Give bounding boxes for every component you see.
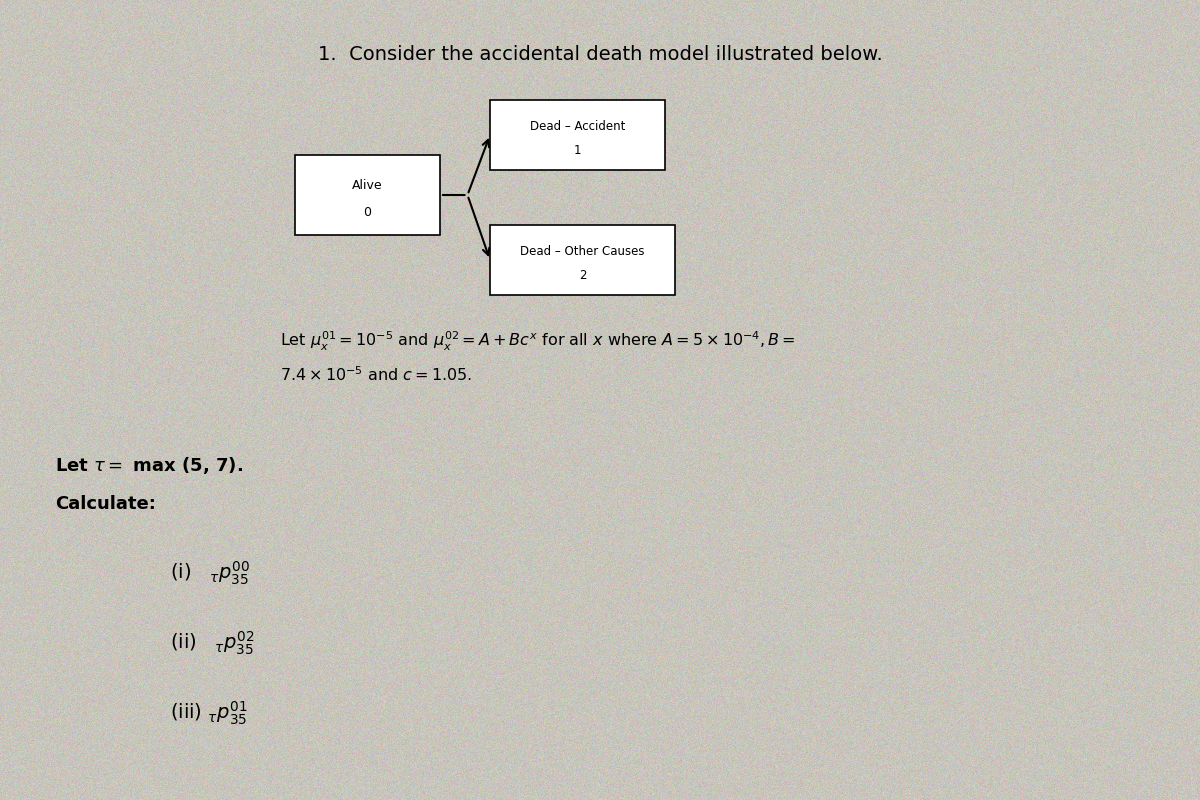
Text: 1: 1 — [574, 144, 581, 157]
Text: 0: 0 — [364, 206, 372, 219]
Text: Alive: Alive — [352, 179, 383, 192]
Bar — [295, 155, 440, 235]
Bar — [490, 100, 665, 170]
Text: 2: 2 — [578, 269, 587, 282]
Text: Calculate:: Calculate: — [55, 495, 156, 513]
Text: 1.  Consider the accidental death model illustrated below.: 1. Consider the accidental death model i… — [318, 45, 882, 64]
Text: (iii) $_{\tau}p_{35}^{01}$: (iii) $_{\tau}p_{35}^{01}$ — [170, 700, 248, 727]
Bar — [490, 225, 674, 295]
Text: Dead – Other Causes: Dead – Other Causes — [521, 245, 644, 258]
Text: Dead – Accident: Dead – Accident — [530, 120, 625, 133]
Text: Let $\mu_x^{01} = 10^{-5}$ and $\mu_x^{02} = A + Bc^x$ for all $x$ where $A = 5 : Let $\mu_x^{01} = 10^{-5}$ and $\mu_x^{0… — [280, 330, 796, 354]
Text: $7.4 \times 10^{-5}$ and $c = 1.05$.: $7.4 \times 10^{-5}$ and $c = 1.05$. — [280, 365, 473, 384]
Text: (i)   $_{\tau}p_{35}^{00}$: (i) $_{\tau}p_{35}^{00}$ — [170, 560, 250, 587]
Text: (ii)   $_{\tau}p_{35}^{02}$: (ii) $_{\tau}p_{35}^{02}$ — [170, 630, 254, 658]
Text: Let $\tau =$ max (5, 7).: Let $\tau =$ max (5, 7). — [55, 455, 244, 476]
